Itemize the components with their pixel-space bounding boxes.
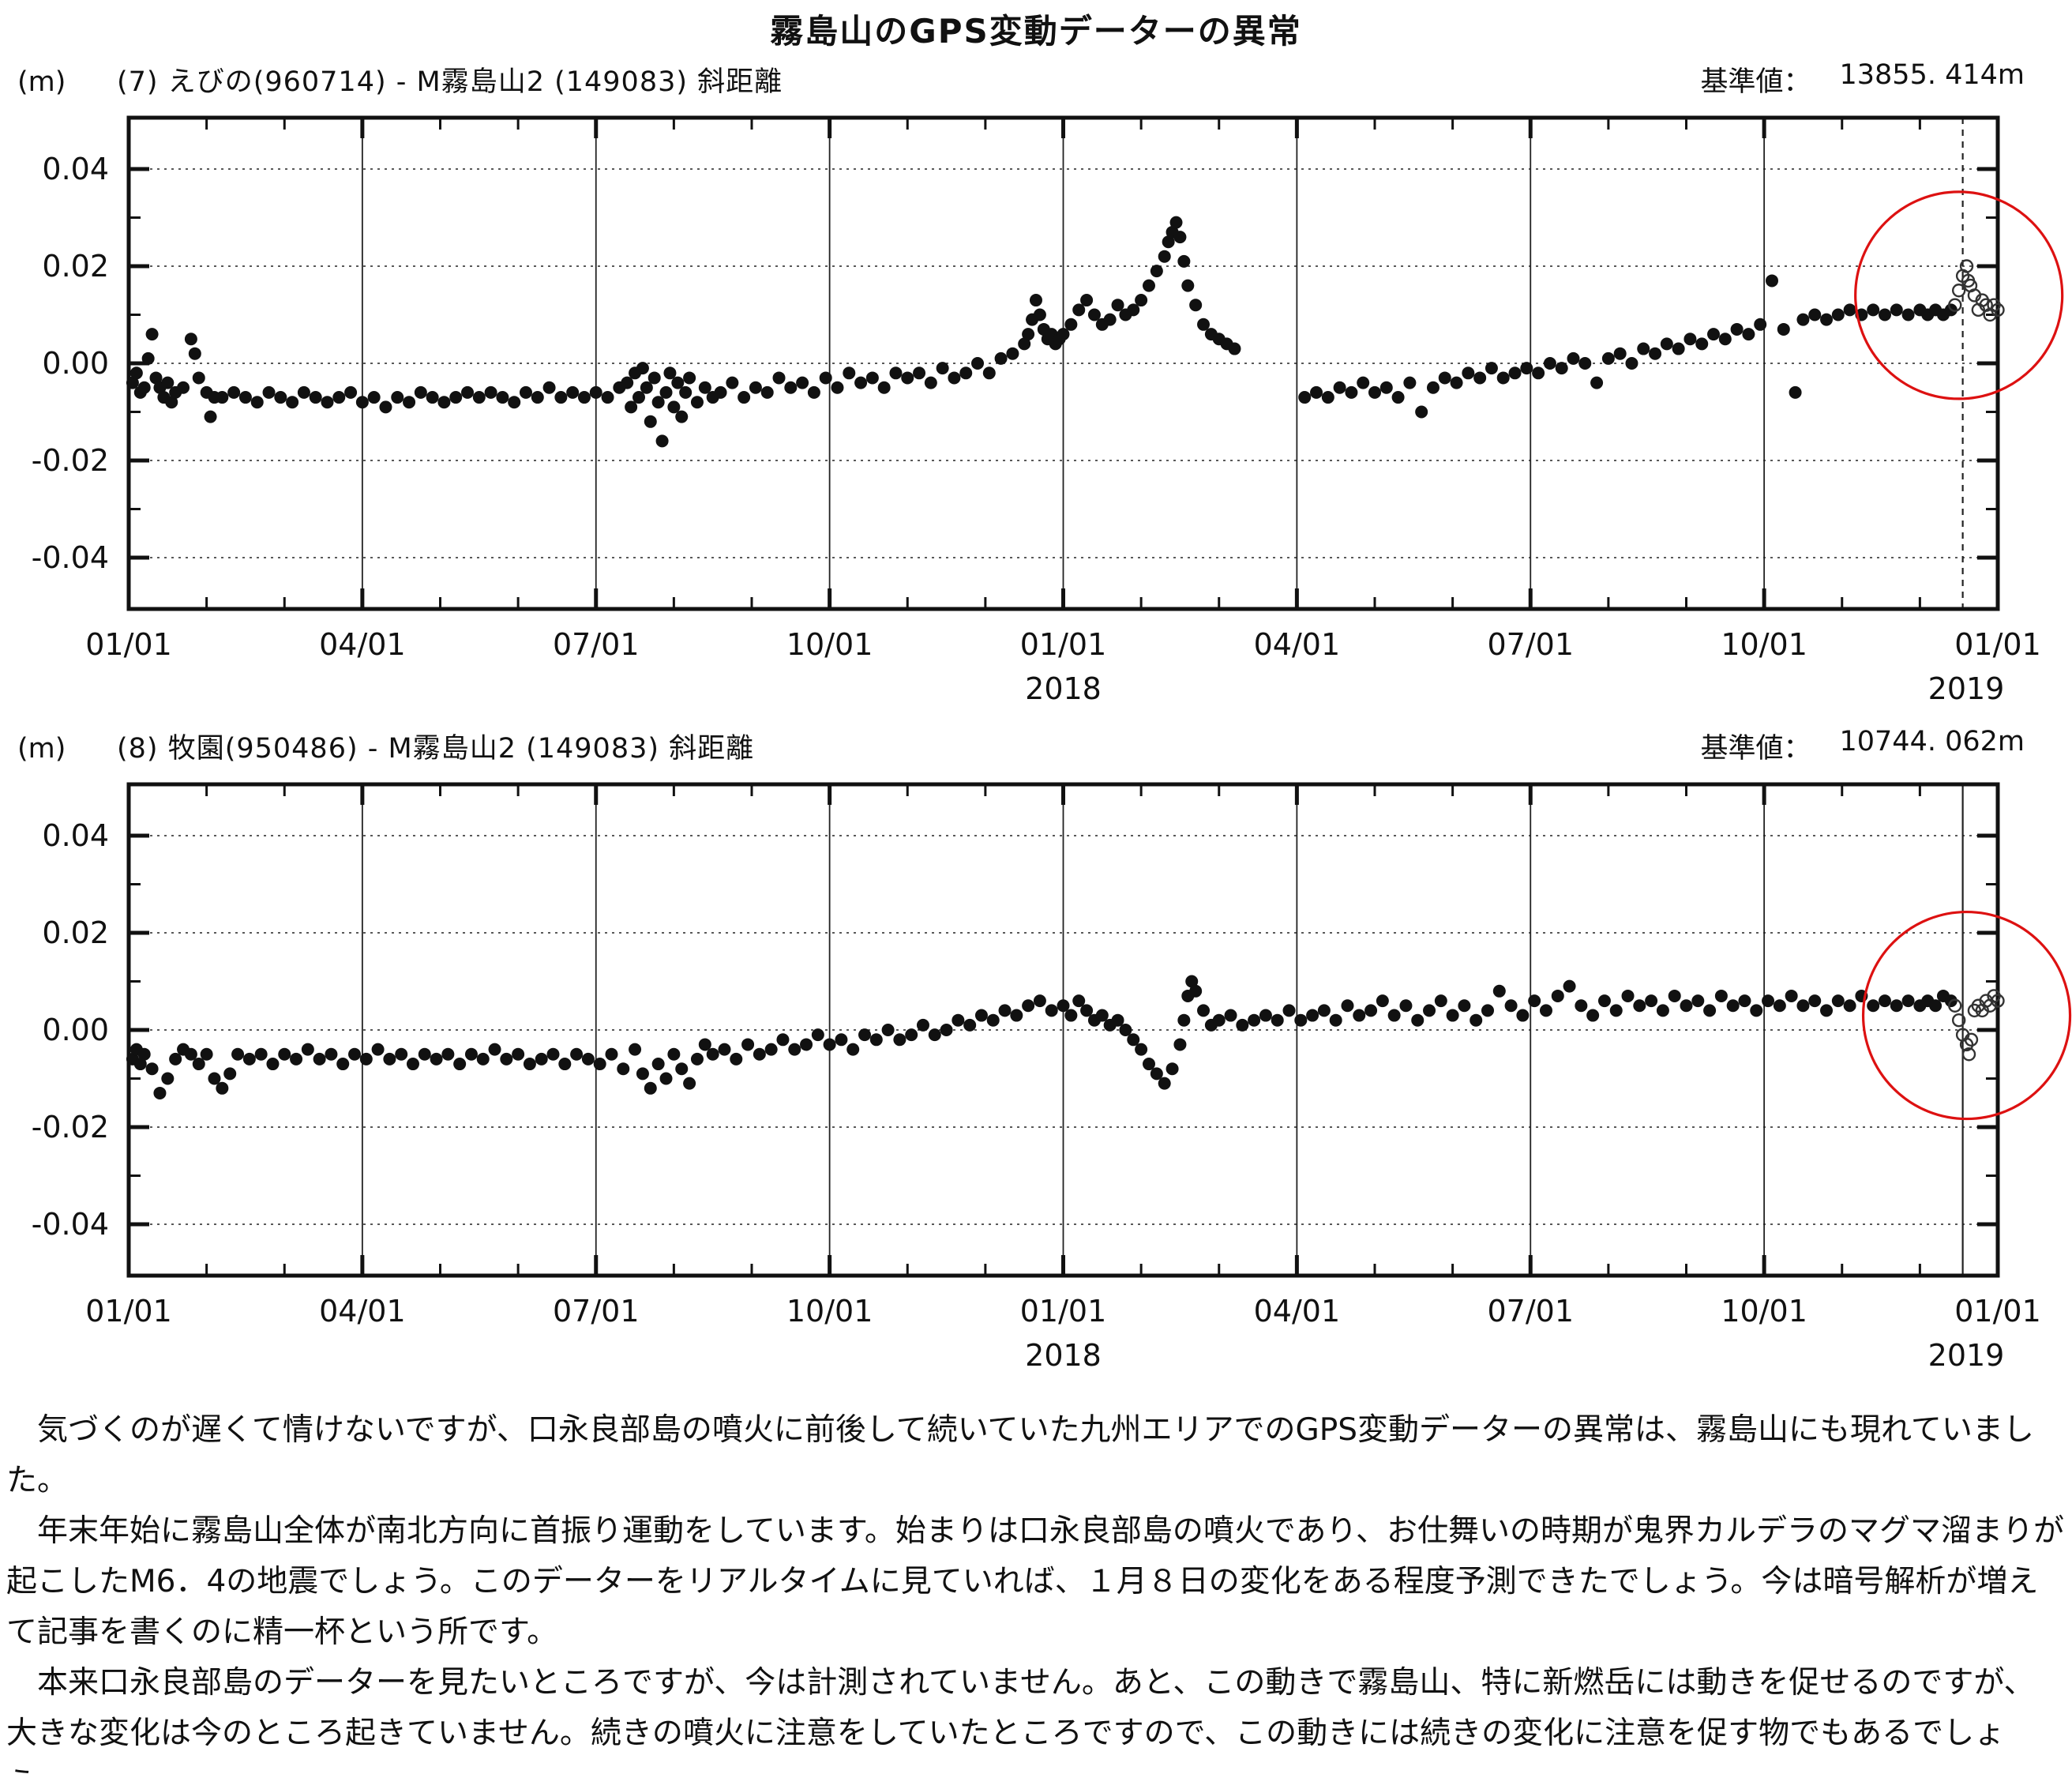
baseline-value: 13855. 414m (1839, 59, 2025, 91)
svg-text:0.00: 0.00 (42, 346, 109, 381)
baseline-value-group: 基準値： 13855. 414m (1700, 59, 2072, 100)
svg-text:10/01: 10/01 (786, 1294, 873, 1329)
chart-block-ebino: (m) (7) えびの(960714) - M霧島山2 (149083) 斜距離… (0, 59, 2072, 724)
svg-text:2018: 2018 (1025, 1338, 1102, 1373)
svg-text:07/01: 07/01 (1487, 1294, 1574, 1329)
y-axis-unit-label: (m) (17, 733, 66, 765)
chart-block-makizono: (m) (8) 牧園(950486) - M霧島山2 (149083) 斜距離 … (0, 726, 2072, 1391)
baseline-value-group: 基準値： 10744. 062m (1700, 726, 2072, 766)
svg-text:04/01: 04/01 (319, 627, 406, 662)
svg-text:10/01: 10/01 (1721, 627, 1807, 662)
gps-scatter-chart-makizono: 0.04 0.02 0.00 -0.02 -0.04 01/01 04/01 07/01 10/… (32, 782, 2072, 1373)
svg-text:01/01: 01/01 (1954, 1294, 2041, 1329)
svg-text:-0.04: -0.04 (32, 1207, 109, 1242)
svg-text:0.04: 0.04 (42, 818, 109, 853)
svg-text:2018: 2018 (1025, 671, 1102, 706)
chart-title: (8) 牧園(950486) - M霧島山2 (149083) 斜距離 (117, 733, 755, 765)
svg-text:07/01: 07/01 (553, 627, 640, 662)
svg-text:10/01: 10/01 (786, 627, 873, 662)
paragraph-2: 年末年始に霧島山全体が南北方向に首振り運動をしています。始まりは口永良部島の噴火… (6, 1513, 2064, 1650)
svg-text:0.04: 0.04 (42, 152, 109, 186)
baseline-value: 10744. 062m (1839, 726, 2025, 757)
svg-text:07/01: 07/01 (1487, 627, 1574, 662)
svg-text:0.02: 0.02 (42, 915, 109, 950)
svg-text:01/01: 01/01 (1020, 627, 1107, 662)
chart-title: (7) えびの(960714) - M霧島山2 (149083) 斜距離 (117, 66, 783, 98)
svg-text:2019: 2019 (1928, 1338, 2005, 1373)
svg-text:2019: 2019 (1928, 671, 2005, 706)
svg-text:07/01: 07/01 (553, 1294, 640, 1329)
svg-text:01/01: 01/01 (1020, 1294, 1107, 1329)
svg-text:01/01: 01/01 (1954, 627, 2041, 662)
svg-text:04/01: 04/01 (1254, 1294, 1341, 1329)
chart-header: (m) (8) 牧園(950486) - M霧島山2 (149083) 斜距離 … (0, 726, 2072, 775)
y-axis-unit-label: (m) (17, 66, 66, 98)
gps-scatter-chart-ebino: 0.04 0.02 0.00 -0.02 -0.04 01/01 04/01 07/01 10/… (32, 115, 2064, 706)
baseline-label: 基準値： (1700, 733, 1811, 765)
paragraph-1: 気づくのが遅くて情けないですが、口永良部島の噴火に前後して続いていた九州エリアで… (6, 1412, 2034, 1498)
svg-text:-0.04: -0.04 (32, 540, 109, 575)
chart-header: (m) (7) えびの(960714) - M霧島山2 (149083) 斜距離… (0, 59, 2072, 108)
svg-text:-0.02: -0.02 (32, 1110, 109, 1144)
page-title: 霧島山のGPS変動データーの異常 (770, 12, 1302, 51)
svg-text:0.00: 0.00 (42, 1013, 109, 1047)
commentary-text: 気づくのが遅くて情けないですが、口永良部島の噴火に前後して続いていた九州エリアで… (0, 1405, 2072, 1774)
svg-text:10/01: 10/01 (1721, 1294, 1807, 1329)
paragraph-3: 本来口永良部島のデーターを見たいところですが、今は計測されていません。あと、この… (6, 1665, 2035, 1774)
svg-text:04/01: 04/01 (319, 1294, 406, 1329)
svg-text:0.02: 0.02 (42, 249, 109, 284)
svg-text:01/01: 01/01 (85, 627, 172, 662)
svg-text:04/01: 04/01 (1254, 627, 1341, 662)
baseline-label: 基準値： (1700, 66, 1811, 98)
svg-text:-0.02: -0.02 (32, 443, 109, 478)
svg-text:01/01: 01/01 (85, 1294, 172, 1329)
